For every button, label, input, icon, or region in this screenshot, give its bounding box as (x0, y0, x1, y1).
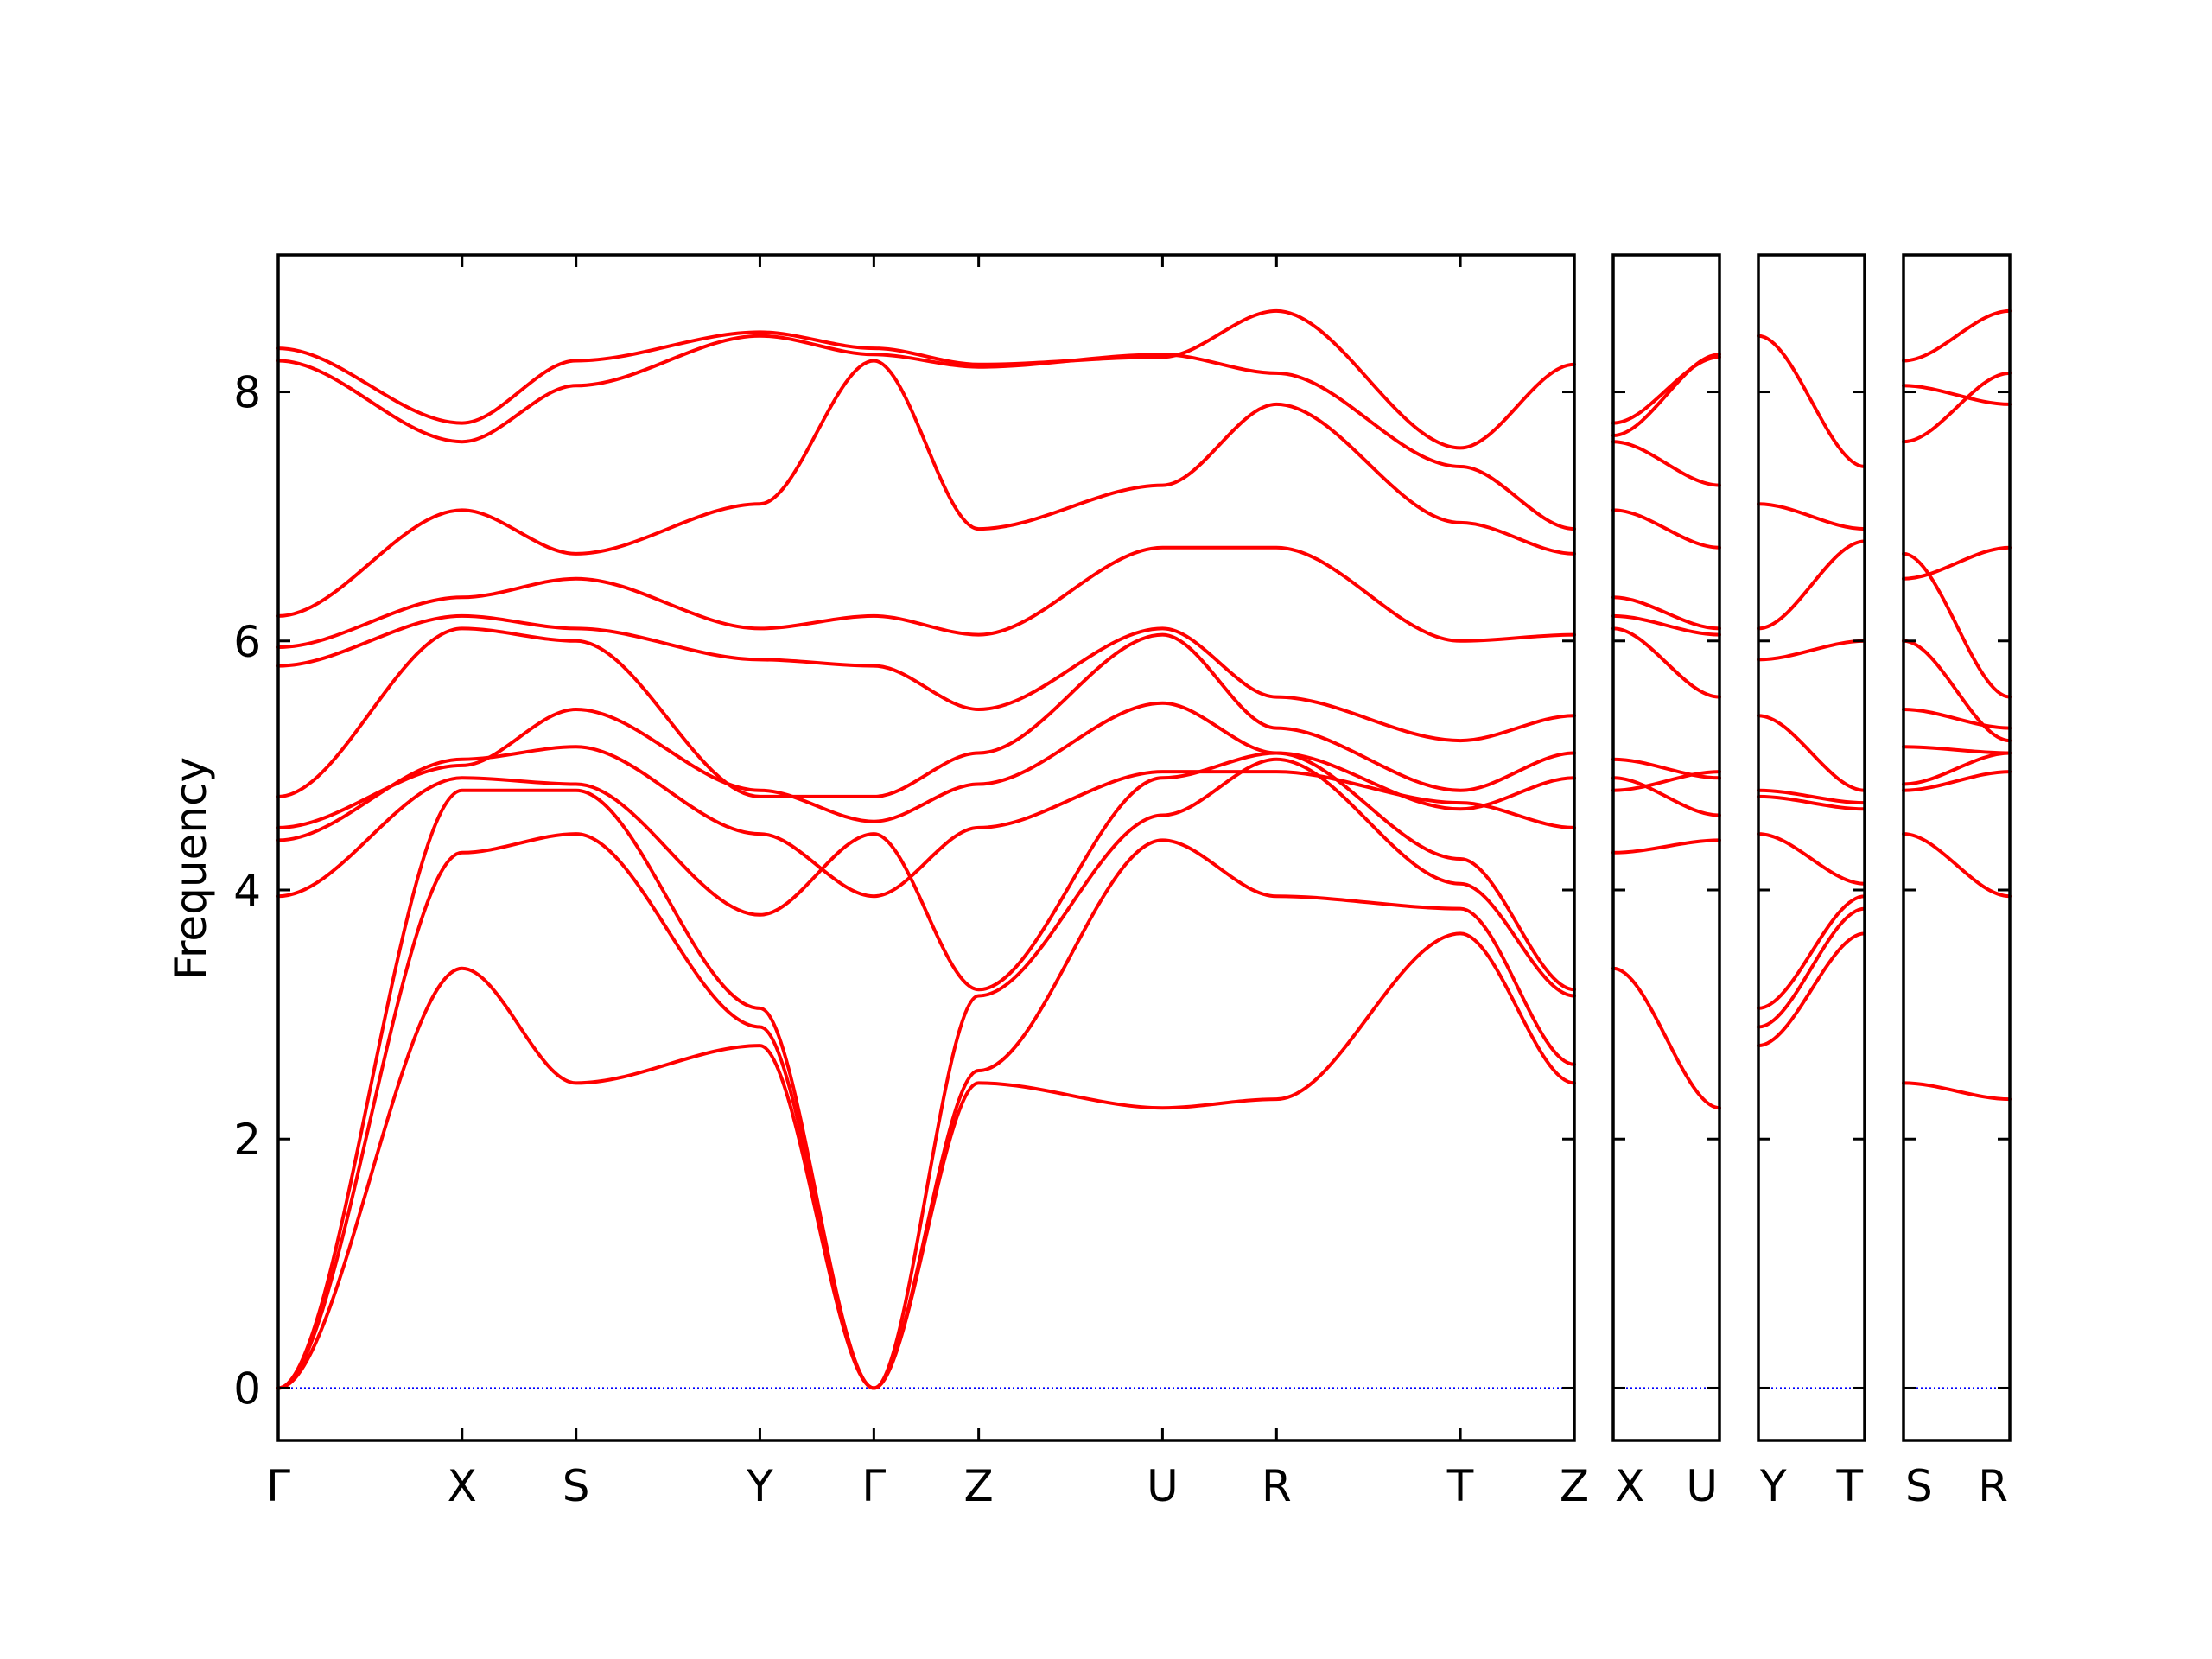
x-tick-label: U (1147, 1461, 1179, 1511)
band-9 (276, 545, 1576, 649)
band-8 (1611, 595, 1721, 631)
band-7 (1611, 613, 1721, 637)
band-4 (1611, 776, 1721, 817)
band-2 (1757, 906, 1866, 1029)
band-12 (276, 308, 1576, 450)
band-4 (1757, 832, 1866, 886)
x-tick-label: X (1615, 1461, 1644, 1511)
band-12 (1611, 355, 1721, 425)
band-6 (276, 701, 1576, 830)
band-8 (1902, 551, 2012, 699)
band-5 (1757, 794, 1866, 811)
panel-frame (276, 253, 1576, 1442)
band-11 (1902, 384, 2012, 406)
panel-frame (1757, 253, 1866, 1442)
band-1 (1757, 931, 1866, 1048)
band-7 (276, 626, 1576, 798)
x-tick-label: Z (964, 1461, 994, 1511)
band-2 (276, 832, 1576, 1390)
band-11 (1757, 334, 1866, 468)
band-5 (1902, 745, 2012, 755)
band-1 (276, 931, 1576, 1390)
y-axis-label: Frequency (166, 757, 216, 980)
band-10 (1902, 371, 2012, 444)
x-tick-label: S (1905, 1461, 1933, 1511)
band-3 (1757, 894, 1866, 1010)
x-tick-label: T (1835, 1461, 1863, 1511)
band-12 (1902, 308, 2012, 363)
y-tick-label: 6 (233, 617, 261, 667)
x-tick-label: T (1446, 1461, 1474, 1511)
x-tick-label: Γ (861, 1461, 886, 1511)
band-10 (1611, 440, 1721, 487)
x-tick-label: R (1262, 1461, 1292, 1511)
y-tick-label: 8 (233, 368, 261, 418)
y-tick-label: 2 (233, 1115, 261, 1165)
band-5 (1611, 757, 1721, 780)
panel-frame (1611, 253, 1721, 1442)
band-5 (276, 745, 1576, 899)
band-8 (276, 613, 1576, 743)
x-tick-label: Γ (266, 1461, 290, 1511)
band-1 (1611, 966, 1721, 1110)
band-11 (1611, 353, 1721, 437)
y-tick-label: 0 (233, 1363, 261, 1414)
band-1 (1902, 1081, 2012, 1102)
band-7 (1757, 714, 1866, 792)
band-9 (1902, 545, 2012, 581)
x-tick-label: R (1978, 1461, 2008, 1511)
band-9 (1757, 539, 1866, 631)
band-8 (1757, 639, 1866, 662)
y-tick-label: 4 (233, 866, 261, 916)
band-10 (1757, 502, 1866, 531)
x-tick-label: Y (746, 1461, 773, 1511)
x-tick-label: S (563, 1461, 590, 1511)
x-tick-label: Z (1560, 1461, 1589, 1511)
x-tick-label: X (448, 1461, 477, 1511)
band-4 (276, 751, 1576, 992)
band-10 (276, 359, 1576, 618)
panel-frame (1902, 253, 2012, 1442)
band-6 (1902, 708, 2012, 730)
band-3 (1902, 770, 2012, 792)
band-3 (1611, 770, 1721, 792)
x-tick-label: Y (1759, 1461, 1787, 1511)
band-9 (1611, 508, 1721, 550)
band-6 (1757, 788, 1866, 805)
band-11 (276, 334, 1576, 531)
band-3 (276, 757, 1576, 1390)
x-tick-label: U (1686, 1461, 1718, 1511)
band-6 (1611, 626, 1721, 699)
band-2 (1902, 832, 2012, 899)
band-7 (1902, 639, 2012, 743)
panel-1: Γ X S Y Γ Z U R T Z 0 2 4 6 8 (233, 253, 1589, 1511)
band-2 (1611, 838, 1721, 855)
